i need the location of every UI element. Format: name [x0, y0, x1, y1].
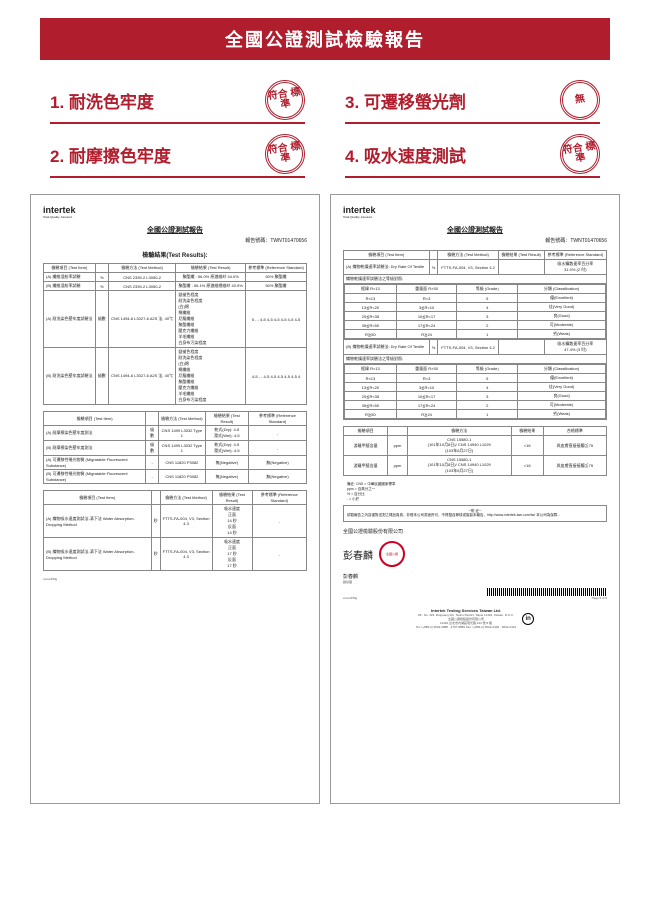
table-e: 檢驗項目檢驗方法檢驗結果合格標準 游離甲醛含量ppmCNS 15580-1 (1…: [343, 426, 607, 476]
brand-logo: intertek: [343, 205, 607, 215]
test-item-1: 1. 耐洗色牢度 符合 標準: [50, 80, 305, 124]
page-footer: xxxxx3/5fg Page 5 of 6: [343, 588, 607, 600]
test-item-3: 3. 可遷移螢光劑 無: [345, 80, 600, 124]
signature-row: 彭春麟 全國公證: [343, 541, 607, 567]
reports-row: intertek Total Quality. Assured. 全國公證測試報…: [0, 194, 650, 804]
table-row: 游離甲醛含量ppmCNS 15580-1 (101年10月8日)/ CNS 14…: [344, 436, 607, 456]
test-label: 2. 耐摩擦色牢度: [50, 142, 265, 167]
table-row: 檢驗項目 (Test Item)檢驗方法 (Test Method)檢驗結果 (…: [344, 251, 607, 260]
remark-box: ─附 註─ 試驗報告之內容僅對送測之樣品負責，非經本公司書面許可，不得擅自節錄或…: [343, 505, 607, 523]
table-row: (B) 可遷移性螢光物質 (Migratable Fluorescent Sub…: [44, 470, 307, 484]
table-row: 游離甲醛含量ppmCNS 15580-1 (101年10月8日)/ CNS 14…: [344, 456, 607, 476]
table-row: 經緯 R×13重量面 R×50等級 (Grade)分類 (Classificat…: [344, 364, 607, 420]
brand-tagline: Total Quality. Assured.: [43, 215, 307, 219]
signatory-role: 副協理: [343, 580, 607, 584]
table-row: 織物乾燥速率試驗法之等級對照:: [344, 355, 607, 364]
pass-stamp-icon: 符合 標準: [265, 80, 305, 120]
page-number: Page 5 of 6: [487, 596, 607, 600]
table-row: (A) 耐摩擦染色堅牢度測法級數CNS 1499 L3032 Type 1乾式(…: [44, 426, 307, 441]
tests-grid: 1. 耐洗色牢度 符合 標準 3. 可遷移螢光劑 無 2. 耐摩擦色牢度 符合 …: [0, 72, 650, 194]
none-stamp-icon: 無: [560, 80, 600, 120]
section-title: 檢驗結果(Test Results):: [43, 250, 307, 259]
table-row: 檢驗項目 (Test Item)檢驗方法 (Test Method)檢驗結果 (…: [44, 491, 307, 505]
test-item-4: 4. 吸水速度測試 符合 標準: [345, 134, 600, 178]
signature: 彭春麟: [343, 547, 373, 562]
test-label: 1. 耐洗色牢度: [50, 88, 265, 113]
table-c: 檢驗項目 (Test Item)檢驗方法 (Test Method)檢驗結果 (…: [43, 490, 307, 571]
table-row: 織物乾燥速率試驗法之等級對照:: [344, 275, 607, 284]
company-name: 全國公證檢驗股份有限公司: [343, 528, 607, 535]
report-title: 全國公證測試報告: [343, 225, 607, 235]
header-band: 全國公證測試檢驗報告: [40, 18, 610, 60]
table-row: 檢驗項目 (Test Item)檢驗方法 (Test Method)檢驗結果 (…: [44, 264, 307, 273]
table-row: (A) 可遷移性螢光物質 (Migratable Fluorescent Sub…: [44, 456, 307, 470]
pass-stamp-icon: 符合 標準: [265, 134, 305, 174]
pass-stamp-icon: 符合 標準: [560, 134, 600, 174]
test-label: 4. 吸水速度測試: [345, 142, 560, 167]
test-label: 3. 可遷移螢光劑: [345, 88, 560, 113]
report-number: 報告號碼：TWNT01470656: [343, 237, 607, 244]
table-row: (A) 織物吸水速度測試法-滴下法 Water Absorption-Dropp…: [44, 505, 307, 538]
page-footer-code: xxxxx3/5fg: [43, 577, 307, 581]
brand-logo: intertek: [43, 205, 307, 215]
table-row: (B) 耐摩擦染色堅牢度測法級數CNS 1499 L3032 Type 1乾式(…: [44, 441, 307, 456]
table-row: 經緯 R×13重量面 R×50等級 (Grade)分類 (Classificat…: [344, 284, 607, 340]
table-row: (B) 織物吸水速度測試法-滴下法 Water Absorption-Dropp…: [44, 538, 307, 571]
company-seal-icon: 全國公證: [379, 541, 405, 567]
notes: 備註: CNS = 中華民國國家標準 ppm = 百萬分之一 % = 百分比 -…: [347, 482, 607, 502]
table-row: (A) 織物乾燥速率試驗法: Dry Rate Of Textile%FTTS-…: [344, 260, 607, 275]
signatory-name: 彭春麟: [343, 573, 607, 580]
report-right: intertek Total Quality. Assured. 全國公證測試報…: [330, 194, 620, 804]
table-a: 檢驗項目 (Test Item)檢驗方法 (Test Method)檢驗結果 (…: [43, 263, 307, 405]
table-row: 檢驗項目 (Test Item)檢驗方法 (Test Method)檢驗結果 (…: [44, 412, 307, 426]
brand-tagline: Total Quality. Assured.: [343, 215, 607, 219]
table-row: 檢驗項目檢驗方法檢驗結果合格標準: [344, 427, 607, 436]
table-d: 檢驗項目 (Test Item)檢驗方法 (Test Method)檢驗結果 (…: [343, 250, 607, 420]
barcode-icon: [487, 588, 607, 596]
report-left: intertek Total Quality. Assured. 全國公證測試報…: [30, 194, 320, 804]
table-row: (A) 耐洗染色堅牢度試驗法級數CNS 1494-6 L3027-6 A2S 法…: [44, 291, 307, 348]
in-logo-icon: in: [522, 613, 534, 625]
test-item-2: 2. 耐摩擦色牢度 符合 標準: [50, 134, 305, 178]
page-footer-code: xxxxx3/5fg: [343, 596, 357, 600]
table-row: (A) 纖維混紡率試驗%CNS 2339-2 L3050-2聚酯纖 : 56.0…: [44, 273, 307, 282]
table-row: (B) 耐洗染色堅牢度試驗法級數CNS 1494-6 L3027-6 A2S 法…: [44, 348, 307, 405]
table-b: 檢驗項目 (Test Item)檢驗方法 (Test Method)檢驗結果 (…: [43, 411, 307, 484]
report-number: 報告號碼：TWNT01470656: [43, 237, 307, 244]
table-row: (B) 纖維混紡率試驗%CNS 2339-2 L3050-2聚酯纖 : 56.1…: [44, 282, 307, 291]
report-title: 全國公證測試報告: [43, 225, 307, 235]
table-row: (B) 織物乾燥速率試驗法: Dry Rate Of Textile%FTTS-…: [344, 340, 607, 355]
footer-company: Intertek Testing Services Taiwan Ltd. 8F…: [343, 608, 607, 629]
